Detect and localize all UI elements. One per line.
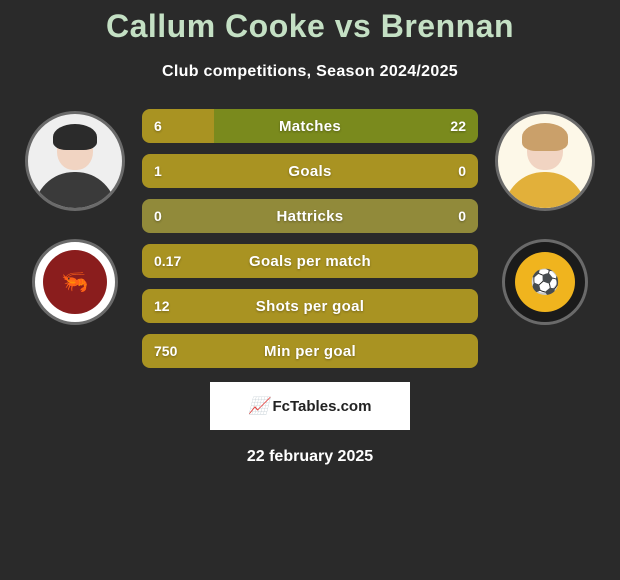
stat-label: Shots per goal [256,298,364,315]
stat-bar: 0.17 Goals per match [142,244,478,278]
left-player-column: 🦐 [20,109,130,325]
stat-label: Goals per match [249,253,371,270]
stat-bar: 6 Matches 22 [142,109,478,143]
stat-label: Min per goal [264,343,356,360]
stat-label: Hattricks [277,208,344,225]
stat-value-left: 12 [154,298,170,314]
stat-bar: 1 Goals 0 [142,154,478,188]
watermark: 📈 FcTables.com [210,382,410,430]
stat-bar: 750 Min per goal [142,334,478,368]
stat-label: Goals [288,163,331,180]
stat-value-left: 1 [154,163,162,179]
page-title: Callum Cooke vs Brennan [0,0,620,45]
comparison-date: 22 february 2025 [0,448,620,466]
crest-emblem: ⚽ [515,252,575,312]
stat-value-right: 0 [458,163,466,179]
crest-emblem: 🦐 [43,250,107,314]
chart-icon: 📈 [249,396,269,416]
stat-bars: 6 Matches 22 1 Goals 0 0 Hattricks 0 0.17 Goals pe… [130,109,490,368]
stat-label: Matches [279,118,341,135]
stat-value-right: 22 [450,118,466,134]
stat-value-left: 750 [154,343,177,359]
right-player-avatar [495,111,595,211]
left-club-crest: 🦐 [32,239,118,325]
stat-value-left: 0 [154,208,162,224]
stat-value-right: 0 [458,208,466,224]
left-player-avatar [25,111,125,211]
stat-value-left: 0.17 [154,253,181,269]
right-player-column: ⚽ [490,109,600,325]
avatar-hair [522,123,568,151]
avatar-shoulders [34,172,116,211]
watermark-text: FcTables.com [273,398,372,415]
avatar-hair [53,124,97,150]
avatar-shoulders [504,172,586,211]
stat-value-left: 6 [154,118,162,134]
comparison-content: 🦐 6 Matches 22 1 Goals 0 0 Hattricks 0 0.17 Goals … [0,109,620,368]
page-subtitle: Club competitions, Season 2024/2025 [0,63,620,81]
right-club-crest: ⚽ [502,239,588,325]
stat-bar: 12 Shots per goal [142,289,478,323]
stat-bar: 0 Hattricks 0 [142,199,478,233]
